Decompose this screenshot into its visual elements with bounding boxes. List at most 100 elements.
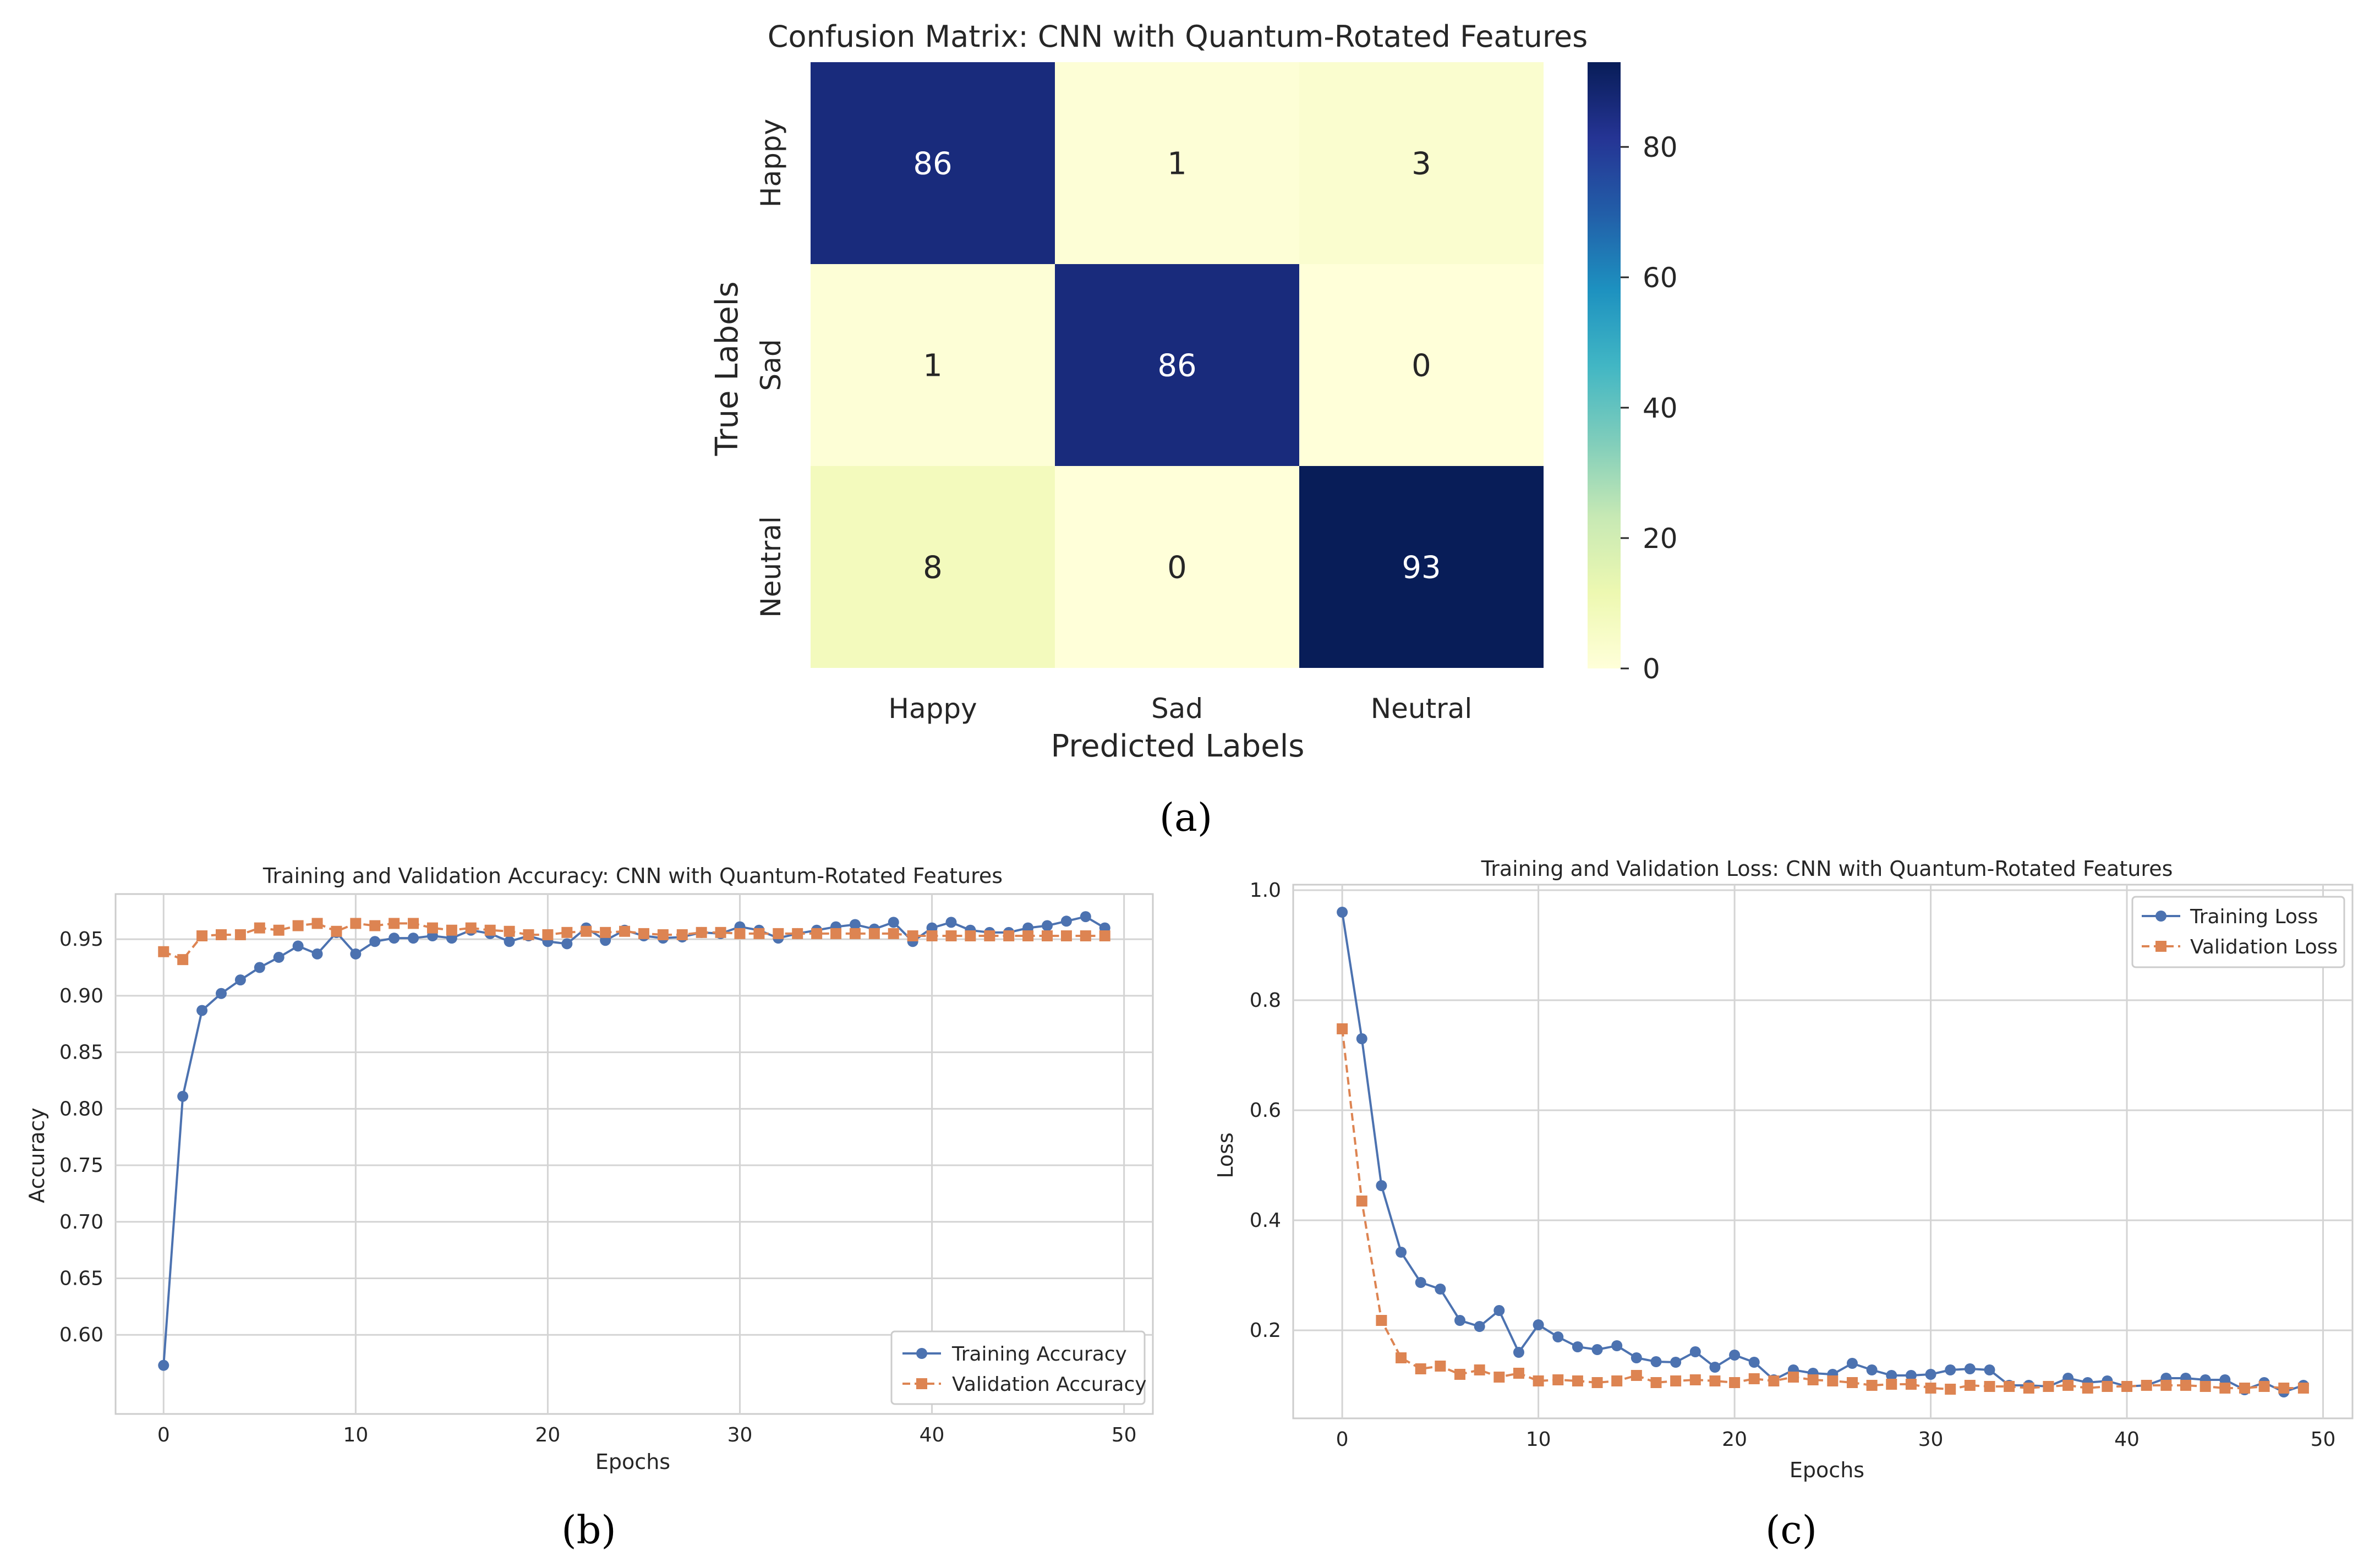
cm-cell-value: 8 xyxy=(923,550,943,586)
validation-point xyxy=(1003,930,1015,942)
validation-point xyxy=(696,926,707,938)
cm-cell xyxy=(1055,466,1299,668)
validation-point xyxy=(1337,1023,1348,1034)
x-tick-label: 20 xyxy=(535,1424,561,1446)
y-tick-label: 0.75 xyxy=(59,1154,103,1177)
training-point xyxy=(1376,1180,1387,1191)
validation-point xyxy=(676,929,688,940)
validation-point xyxy=(600,926,611,938)
training-point xyxy=(254,962,265,973)
validation-point xyxy=(1768,1375,1780,1386)
validation-point xyxy=(1670,1375,1682,1386)
cm-y-tick: Happy xyxy=(755,119,787,207)
cm-cell xyxy=(811,264,1055,466)
accuracy-xlabel: Epochs xyxy=(595,1450,670,1474)
training-point xyxy=(1415,1277,1426,1288)
validation-point xyxy=(331,925,342,937)
validation-point xyxy=(2043,1381,2054,1392)
validation-point xyxy=(926,930,938,942)
training-point xyxy=(1435,1284,1446,1295)
validation-point xyxy=(2278,1383,2290,1394)
cm-cell-value: 93 xyxy=(1402,550,1441,586)
validation-point xyxy=(1886,1379,1897,1390)
training-point xyxy=(292,940,304,952)
loss-plot-frame xyxy=(1292,884,2354,1419)
validation-point xyxy=(1552,1374,1564,1385)
validation-point xyxy=(1396,1352,1407,1363)
y-tick-label: 0.90 xyxy=(59,985,103,1007)
validation-point xyxy=(945,930,957,942)
validation-point xyxy=(1905,1379,1917,1390)
validation-point xyxy=(2180,1380,2191,1391)
training-point xyxy=(1925,1369,1936,1380)
cm-cell-value: 3 xyxy=(1411,146,1431,182)
validation-point xyxy=(1376,1315,1387,1326)
validation-point xyxy=(2160,1380,2172,1391)
validation-point xyxy=(1080,930,1091,942)
cm-x-tick: Sad xyxy=(1151,693,1203,725)
cm-cell-value: 86 xyxy=(913,146,952,182)
accuracy-legend-validation: Validation Accuracy xyxy=(952,1373,1147,1396)
caption-c: (c) xyxy=(1765,1507,1817,1553)
training-point xyxy=(273,952,284,963)
validation-point xyxy=(523,929,534,940)
loss-grid xyxy=(1293,885,2352,1418)
y-tick-label: 0.6 xyxy=(1250,1099,1281,1122)
x-tick-label: 0 xyxy=(1336,1428,1349,1451)
validation-point xyxy=(350,918,362,929)
training-point xyxy=(1866,1364,1878,1375)
x-tick-label: 50 xyxy=(1112,1424,1137,1446)
cm-cell-value: 0 xyxy=(1167,550,1187,586)
validation-point xyxy=(1788,1372,1799,1383)
validation-point xyxy=(1060,930,1072,942)
validation-point xyxy=(177,954,189,966)
training-point xyxy=(1454,1315,1466,1326)
accuracy-x-tick-labels: 0 10 20 30 40 50 xyxy=(157,1424,1137,1446)
validation-point xyxy=(273,924,284,936)
validation-point xyxy=(965,930,976,942)
training-point xyxy=(1396,1247,1407,1258)
validation-point xyxy=(408,918,419,929)
colorbar xyxy=(1588,62,1621,668)
training-point xyxy=(1042,920,1053,931)
legend-training-marker xyxy=(916,1348,927,1359)
cm-cell xyxy=(1299,466,1544,668)
accuracy-legend-training: Training Accuracy xyxy=(951,1343,1127,1366)
cm-cell xyxy=(1055,62,1299,264)
loss-y-tick-labels: 0.2 0.4 0.6 0.8 1.0 xyxy=(1250,879,1281,1342)
cm-cell xyxy=(811,466,1055,668)
validation-point xyxy=(1964,1380,1976,1391)
validation-point xyxy=(1415,1363,1426,1374)
cm-y-tick: Sad xyxy=(755,339,787,391)
validation-point xyxy=(1689,1374,1701,1385)
training-point xyxy=(1689,1346,1701,1357)
confusion-matrix-title: Confusion Matrix: CNN with Quantum-Rotat… xyxy=(768,19,1588,54)
validation-point xyxy=(1474,1364,1485,1375)
validation-point xyxy=(1709,1375,1721,1386)
training-point xyxy=(1709,1362,1721,1373)
training-point xyxy=(215,988,227,999)
validation-point xyxy=(2062,1380,2074,1391)
x-tick-label: 40 xyxy=(2114,1428,2140,1451)
confusion-matrix-chart: Confusion Matrix: CNN with Quantum-Rotat… xyxy=(709,19,1678,840)
training-point xyxy=(1591,1344,1603,1355)
training-point xyxy=(1748,1357,1760,1368)
validation-point xyxy=(446,924,457,936)
validation-point xyxy=(465,922,477,934)
training-point xyxy=(1552,1331,1564,1342)
y-tick-label: 0.85 xyxy=(59,1041,103,1064)
validation-point xyxy=(1493,1372,1505,1383)
training-point xyxy=(1905,1370,1917,1381)
training-point xyxy=(1337,907,1348,918)
validation-point xyxy=(254,922,265,934)
accuracy-grid xyxy=(116,894,1153,1414)
validation-point xyxy=(830,928,842,939)
training-point xyxy=(1945,1364,1956,1375)
validation-point xyxy=(849,928,861,939)
legend-training-loss-marker xyxy=(2155,911,2166,922)
confusion-matrix-cells: 86 1 3 1 86 0 8 0 93 xyxy=(811,62,1544,668)
training-point xyxy=(1964,1363,1976,1374)
training-point xyxy=(389,933,400,944)
accuracy-series xyxy=(158,911,1110,1371)
training-point xyxy=(369,936,381,947)
